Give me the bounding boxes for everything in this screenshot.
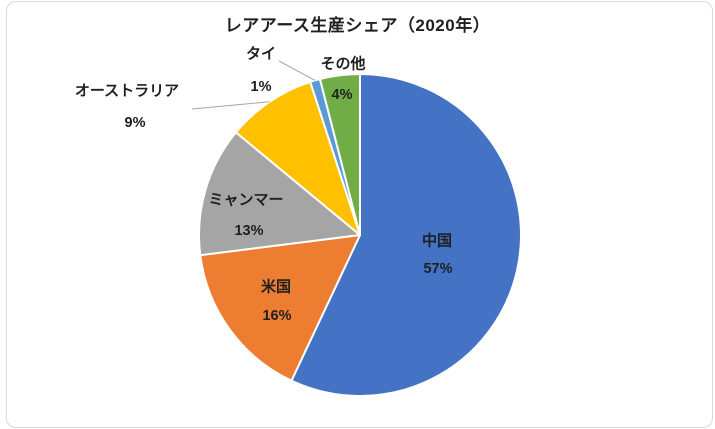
- pie-slice-others[interactable]: [318, 73, 361, 236]
- leader-line-australia: [191, 101, 270, 110]
- pie-slice-myanmar[interactable]: [198, 131, 361, 257]
- pie-slice-china[interactable]: [290, 73, 522, 397]
- leader-line-thailand: [278, 60, 316, 81]
- pie-slice-australia[interactable]: [234, 80, 361, 236]
- chart-title: レアアース生産シェア（2020年）: [224, 16, 491, 35]
- pie-slice-usa[interactable]: [199, 234, 361, 382]
